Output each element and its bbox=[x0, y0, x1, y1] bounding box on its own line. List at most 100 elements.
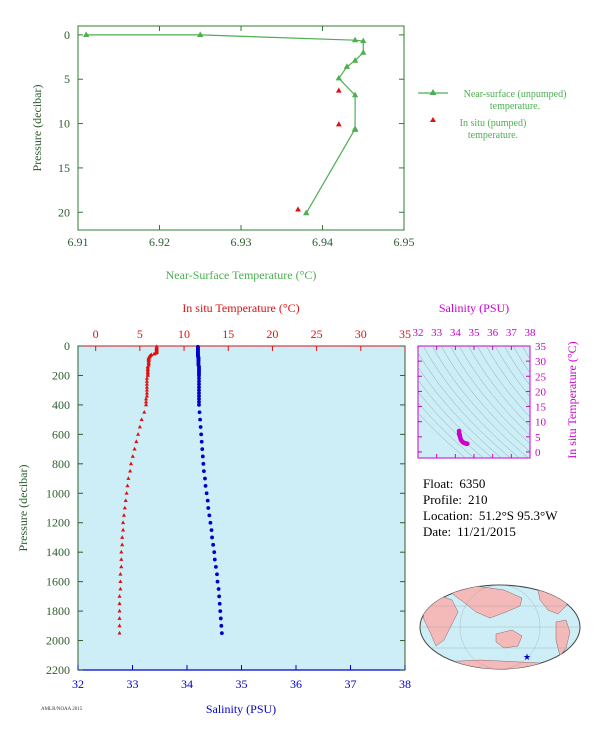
salinity-point bbox=[197, 376, 201, 381]
near-surface-xtick-label: 6.91 bbox=[68, 235, 89, 249]
float-location-star-icon: ★ bbox=[523, 652, 531, 662]
temperature-point bbox=[123, 498, 128, 503]
isopycnal-curve bbox=[418, 402, 475, 458]
pressure-ytick-label: 400 bbox=[52, 398, 70, 412]
near-surface-point bbox=[351, 57, 359, 63]
salinity-point bbox=[207, 513, 212, 518]
near-surface-point bbox=[360, 37, 367, 44]
profile-title: In situ Temperature (°C) bbox=[182, 301, 299, 315]
ts-isopycnals bbox=[418, 346, 530, 458]
pressure-ytick-label: 1600 bbox=[46, 575, 70, 589]
temperature-point bbox=[151, 351, 157, 356]
temperature-point bbox=[128, 461, 134, 466]
temperature-point bbox=[132, 446, 137, 451]
ts-xtick-label: 37 bbox=[506, 327, 518, 339]
salinity-point bbox=[216, 587, 221, 591]
ts-ytick-label: 10 bbox=[535, 417, 547, 429]
profile-series bbox=[117, 344, 224, 636]
temperature-point bbox=[118, 571, 123, 576]
near-surface-xlabel: Near-Surface Temperature (°C) bbox=[166, 268, 317, 282]
isopycnal-curve bbox=[521, 346, 530, 360]
temperature-point bbox=[121, 513, 127, 517]
near-surface-point bbox=[335, 74, 342, 81]
near-surface-ytick-label: 20 bbox=[58, 205, 70, 219]
float-value: 6350 bbox=[459, 476, 486, 491]
temperature-point bbox=[145, 373, 150, 377]
salinity-xtick-label: 33 bbox=[127, 677, 139, 691]
salinity-point bbox=[197, 379, 201, 384]
isopycnal-curve bbox=[418, 379, 493, 458]
near-surface-point bbox=[351, 36, 359, 43]
temperature-point bbox=[144, 381, 150, 386]
near-surface-xtick-label: 6.93 bbox=[231, 235, 252, 249]
temperature-point bbox=[144, 390, 150, 395]
near-surface-axes: 6.91 6.92 6.93 6.94 6.95 0 5 10 15 20 bbox=[58, 26, 415, 249]
salinity-xtick-label: 32 bbox=[72, 677, 84, 691]
salinity-point bbox=[218, 616, 223, 621]
temperature-point bbox=[121, 527, 126, 532]
salinity-point bbox=[197, 400, 201, 404]
temperature-point bbox=[124, 490, 129, 495]
temperature-point bbox=[121, 520, 126, 525]
legend-near-surface-line2: temperature. bbox=[490, 101, 540, 112]
near-surface-series bbox=[83, 31, 367, 216]
isopycnal-curve bbox=[449, 346, 530, 444]
temp-xtick-label: 15 bbox=[222, 327, 234, 341]
salinity-point bbox=[200, 454, 205, 459]
temperature-point bbox=[118, 579, 123, 584]
profile-line: Profile: 210 bbox=[423, 492, 557, 508]
profile-xlabel: Salinity (PSU) bbox=[206, 702, 276, 716]
float-label: Float: bbox=[423, 476, 454, 491]
legend-in-situ-line2: temperature. bbox=[468, 130, 518, 141]
footer-credit: AMLR/NOAA 2015 bbox=[41, 707, 83, 712]
near-surface-xtick-label: 6.92 bbox=[149, 235, 170, 249]
ts-xtick-label: 38 bbox=[525, 327, 537, 339]
salinity-point bbox=[212, 550, 217, 555]
near-surface-ytick-label: 15 bbox=[58, 161, 70, 175]
salinity-xtick-label: 37 bbox=[345, 677, 357, 691]
ts-ytick-label: 5 bbox=[535, 432, 541, 444]
salinity-point bbox=[205, 498, 210, 503]
temperature-point bbox=[117, 608, 122, 613]
ts-point bbox=[464, 441, 470, 447]
map-graticule bbox=[420, 585, 580, 669]
salinity-point bbox=[197, 373, 201, 378]
temperature-point bbox=[144, 393, 150, 398]
salinity-point bbox=[197, 382, 201, 387]
salinity-point bbox=[200, 447, 205, 451]
ts-xtick-label: 34 bbox=[450, 327, 462, 339]
salinity-point bbox=[204, 491, 209, 496]
temperature-point bbox=[143, 396, 149, 401]
ts-xtick-label: 36 bbox=[487, 327, 499, 339]
australia-shape bbox=[495, 629, 523, 649]
temperature-point bbox=[143, 399, 149, 404]
salinity-point bbox=[198, 425, 203, 429]
temperature-point bbox=[117, 601, 122, 606]
temperature-point bbox=[139, 417, 144, 422]
salinity-point bbox=[198, 417, 202, 422]
near-surface-xtick-label: 6.94 bbox=[312, 235, 333, 249]
in-situ-point bbox=[335, 87, 342, 93]
map-land bbox=[421, 585, 571, 669]
salinity-point bbox=[203, 476, 207, 481]
temp-xtick-label: 5 bbox=[137, 327, 143, 341]
profile-plot-frame bbox=[77, 345, 406, 671]
near-surface-legend: Near-surface (unpumped) temperature. In … bbox=[418, 89, 566, 141]
temperature-point bbox=[144, 387, 150, 392]
ts-title: Salinity (PSU) bbox=[439, 301, 509, 315]
pressure-ytick-label: 600 bbox=[52, 427, 70, 441]
isopycnal-curve bbox=[422, 346, 520, 458]
near-surface-ytick-label: 5 bbox=[64, 72, 70, 86]
pressure-ytick-label: 0 bbox=[64, 339, 70, 353]
pressure-ytick-label: 1200 bbox=[46, 516, 70, 530]
temperature-point bbox=[120, 542, 125, 547]
date-label: Date: bbox=[423, 524, 452, 539]
salinity-xtick-label: 35 bbox=[236, 677, 248, 691]
ts-plot-frame bbox=[417, 345, 531, 459]
temperature-point bbox=[118, 586, 123, 591]
ts-ytick-label: 30 bbox=[535, 356, 547, 368]
salinity-point bbox=[219, 631, 224, 636]
profile-ylabel: Pressure (decibar) bbox=[16, 465, 30, 552]
temperature-point bbox=[143, 402, 149, 407]
